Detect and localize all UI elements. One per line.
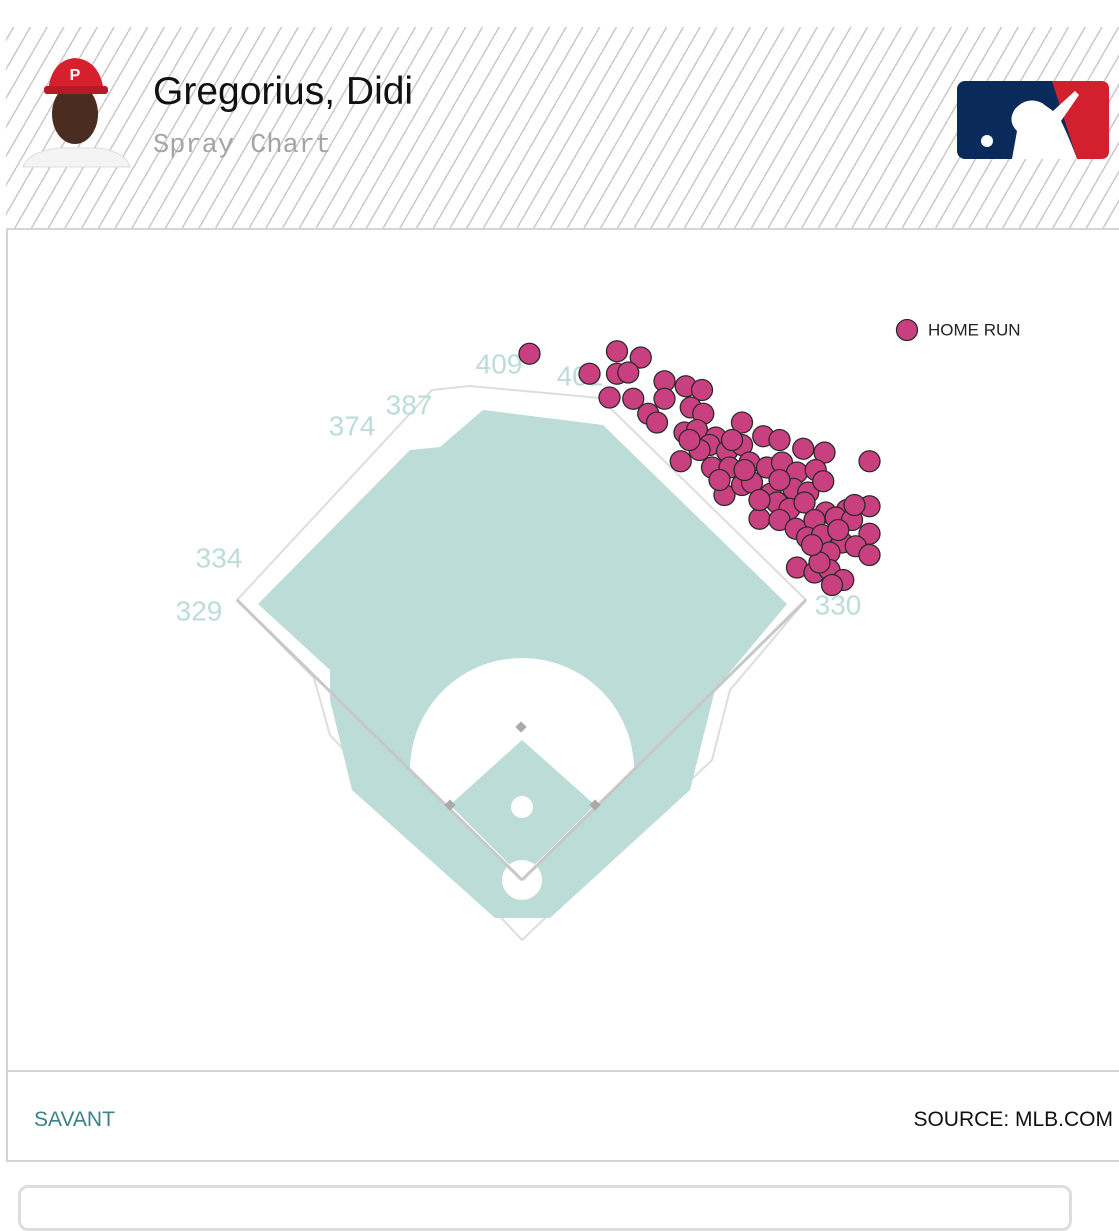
player-photo: P [22, 58, 131, 168]
home-run-dot [708, 468, 731, 492]
divider [6, 1070, 1119, 1072]
home-run-dot [858, 450, 881, 473]
home-run-dot [598, 386, 621, 409]
wall-distance: 329 [176, 595, 223, 626]
legend-label: HOME RUN [928, 320, 1021, 339]
player-name: Gregorius, Didi [153, 70, 414, 113]
svg-text:P: P [70, 67, 81, 84]
source-note: SOURCE: MLB.COM [913, 1108, 1113, 1131]
home-run-dot [793, 491, 816, 514]
home-run-dot [669, 450, 692, 473]
page: P Gregorius, Didi Spray Chart 4094013873… [6, 27, 1119, 1231]
home-run-dot [748, 507, 771, 530]
home-run-dot [812, 470, 835, 493]
savant-link[interactable]: SAVANT [34, 1108, 115, 1131]
home-run-dot [678, 428, 701, 452]
header [6, 27, 1119, 230]
home-run-dot [792, 437, 815, 460]
home-run-dot [858, 543, 881, 567]
home-run-dot [653, 387, 676, 410]
home-run-dot [733, 458, 756, 482]
wall-distance: 330 [815, 589, 862, 620]
home-run-dot [800, 533, 824, 557]
home-run-dot [629, 346, 652, 369]
home-run-dot [843, 493, 866, 517]
home-run-dot [622, 387, 645, 410]
legend-marker [895, 318, 919, 342]
spray-chart: 409401387374334329330 HOME RUN [176, 318, 1021, 942]
home-run-dot [820, 573, 844, 597]
home-run-dot [645, 411, 669, 434]
mlb-logo [957, 81, 1109, 159]
home-run-dot [518, 342, 541, 365]
home-run-dot [813, 441, 836, 464]
home-run-dot [730, 411, 754, 434]
home-run-dot [768, 468, 791, 492]
home-run-dot [720, 428, 744, 452]
wall-distance: 409 [476, 348, 523, 379]
wall-distance: 387 [386, 389, 433, 420]
wall-distance: 334 [196, 542, 243, 573]
home-run-dot [768, 428, 791, 452]
home-run-dot [617, 361, 640, 384]
home-run-dot [827, 518, 850, 542]
home-run-dot [578, 362, 601, 385]
home-run-dot [690, 378, 714, 402]
chart-subtitle: Spray Chart [153, 131, 332, 161]
next-card [18, 1185, 1072, 1231]
home-run-dot [605, 340, 629, 363]
wall-distance: 374 [329, 410, 376, 441]
home-run-dot [748, 488, 771, 512]
